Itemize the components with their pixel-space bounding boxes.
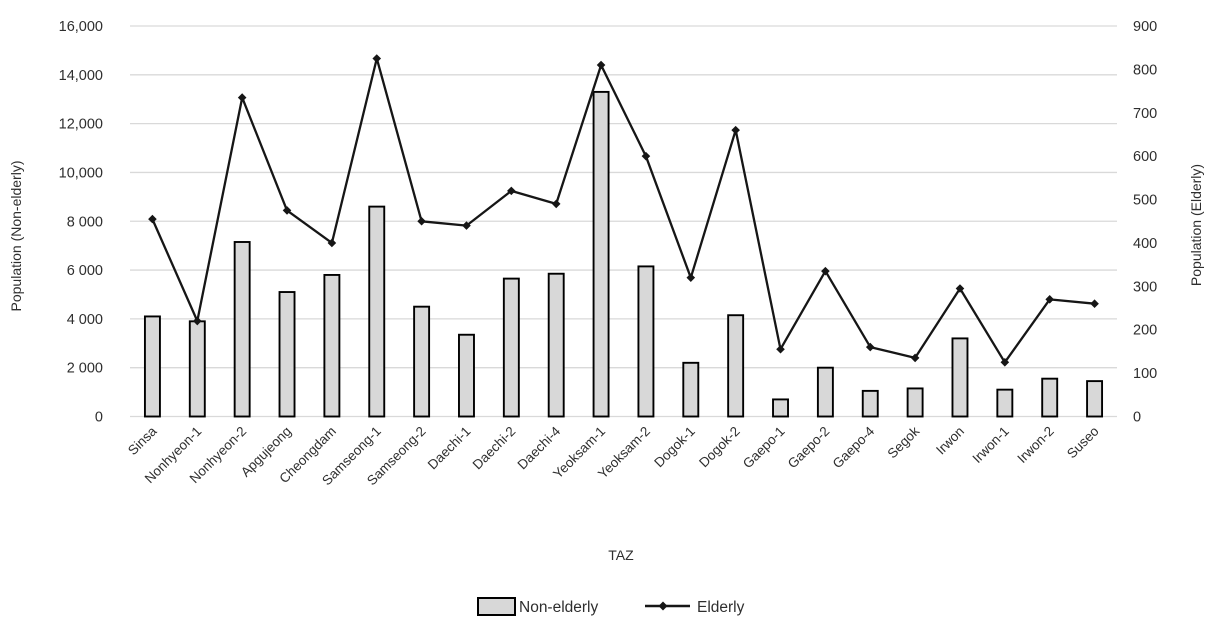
left-tick-label: 16,000 <box>59 19 103 35</box>
bar-daechi-2 <box>502 277 520 418</box>
marker-diamond-daechi-1 <box>462 221 471 230</box>
bar-apgujeong <box>278 291 296 418</box>
category-label-irwon-1: Irwon-1 <box>970 424 1012 466</box>
marker-diamond-gaepo-2 <box>821 266 830 276</box>
marker-diamond-irwon <box>955 284 965 293</box>
marker-diamond-dogok-1 <box>686 273 696 282</box>
bar-nonhyeon-2 <box>233 241 251 418</box>
right-tick-label: 800 <box>1133 62 1157 78</box>
legend-marker-diamond-icon <box>658 601 668 611</box>
bar-irwon-2 <box>1041 377 1059 418</box>
right-tick-label: 300 <box>1133 279 1157 295</box>
bar-nonhyeon-1 <box>188 320 206 418</box>
left-tick-label: 14,000 <box>59 68 103 84</box>
elderly-line-series <box>148 54 1099 367</box>
bar-daechi-4 <box>547 272 565 418</box>
marker-diamond-samseong-1 <box>372 54 382 63</box>
x-axis-title: TAZ <box>608 547 634 563</box>
gridlines <box>130 25 1117 418</box>
category-label-suseo: Suseo <box>1064 424 1102 462</box>
bar-sinsa <box>143 315 161 418</box>
marker-diamond-irwon-2 <box>1045 295 1055 304</box>
bar-dogok-1 <box>682 361 700 418</box>
right-tick-label: 0 <box>1133 410 1141 426</box>
marker-diamond-yeoksam-2 <box>641 151 651 161</box>
legend: Non-elderly Elderly <box>477 597 745 616</box>
bar-irwon-1 <box>996 388 1014 418</box>
category-label-daechi-1: Daechi-1 <box>425 424 474 473</box>
left-axis-tick-labels: 0 2 000 4 000 6 000 8 000 10,000 12,000 14,000 1… <box>59 19 103 426</box>
left-tick-label: 8 000 <box>67 214 103 230</box>
right-axis-title: Population (Elderly) <box>1188 164 1204 286</box>
legend-label-elderly: Elderly <box>697 599 745 616</box>
right-tick-label: 600 <box>1133 149 1157 165</box>
right-tick-label: 900 <box>1133 19 1157 35</box>
left-axis-title: Population (Non-elderly) <box>8 161 24 312</box>
marker-diamond-irwon-1 <box>1000 357 1010 367</box>
category-label-irwon: Irwon <box>933 424 967 458</box>
bar-yeoksam-1 <box>592 90 610 418</box>
marker-diamond-gaepo-4 <box>865 342 875 352</box>
bar-samseong-1 <box>368 205 386 418</box>
bar-gaepo-1 <box>772 398 789 418</box>
marker-diamond-samseong-2 <box>417 216 426 226</box>
marker-diamond-gaepo-1 <box>776 344 785 354</box>
right-axis-tick-labels: 0 100 200 300 400 500 600 700 800 900 <box>1133 19 1157 426</box>
bar-segok <box>906 387 924 418</box>
legend-label-non-elderly: Non-elderly <box>519 599 599 616</box>
category-label-irwon-2: Irwon-2 <box>1014 424 1056 466</box>
category-label-dogok-1: Dogok-1 <box>651 424 698 471</box>
marker-diamond-sinsa <box>148 214 157 224</box>
marker-diamond-cheongdam <box>327 238 337 248</box>
non-elderly-bars <box>143 90 1104 418</box>
bar-daechi-1 <box>458 333 475 418</box>
marker-diamond-yeoksam-1 <box>596 60 606 70</box>
right-tick-label: 700 <box>1133 106 1157 122</box>
left-tick-label: 12,000 <box>59 117 103 133</box>
bar-yeoksam-2 <box>637 265 655 418</box>
bar-gaepo-4 <box>861 389 879 418</box>
legend-swatch-non-elderly <box>477 597 516 616</box>
marker-diamond-segok <box>910 353 920 363</box>
marker-diamond-dogok-2 <box>731 125 740 135</box>
left-tick-label: 10,000 <box>59 165 103 181</box>
bar-suseo <box>1086 380 1104 418</box>
elderly-line <box>151 57 1096 364</box>
left-tick-label: 6 000 <box>67 263 103 279</box>
bar-gaepo-2 <box>816 366 834 418</box>
category-label-gaepo-4: Gaepo-4 <box>830 423 878 471</box>
category-label-gaepo-2: Gaepo-2 <box>785 424 833 472</box>
category-label-dogok-2: Dogok-2 <box>696 424 743 471</box>
bar-samseong-2 <box>413 305 431 418</box>
category-label-sinsa: Sinsa <box>125 423 160 458</box>
bar-dogok-2 <box>727 314 745 418</box>
marker-diamond-daechi-2 <box>507 186 516 196</box>
right-tick-label: 400 <box>1133 236 1157 252</box>
bar-irwon <box>951 337 969 418</box>
left-tick-label: 2 000 <box>67 361 103 377</box>
right-tick-label: 200 <box>1133 323 1157 339</box>
right-tick-label: 100 <box>1133 366 1157 382</box>
marker-diamond-apgujeong <box>282 206 292 215</box>
category-label-gaepo-1: Gaepo-1 <box>740 424 788 472</box>
category-label-segok: Segok <box>885 423 923 461</box>
marker-diamond-nonhyeon-1 <box>192 316 202 326</box>
right-tick-label: 500 <box>1133 193 1157 209</box>
category-label-daechi-2: Daechi-2 <box>470 424 519 473</box>
left-tick-label: 4 000 <box>67 312 103 328</box>
bar-cheongdam <box>323 273 341 418</box>
marker-diamond-nonhyeon-2 <box>237 93 247 102</box>
marker-diamond-daechi-4 <box>551 199 561 209</box>
marker-diamond-suseo <box>1090 299 1099 308</box>
category-axis-labels: SinsaNonhyeon-1Nonhyeon-2ApgujeongCheong… <box>125 423 1102 488</box>
left-tick-label: 0 <box>95 410 103 426</box>
